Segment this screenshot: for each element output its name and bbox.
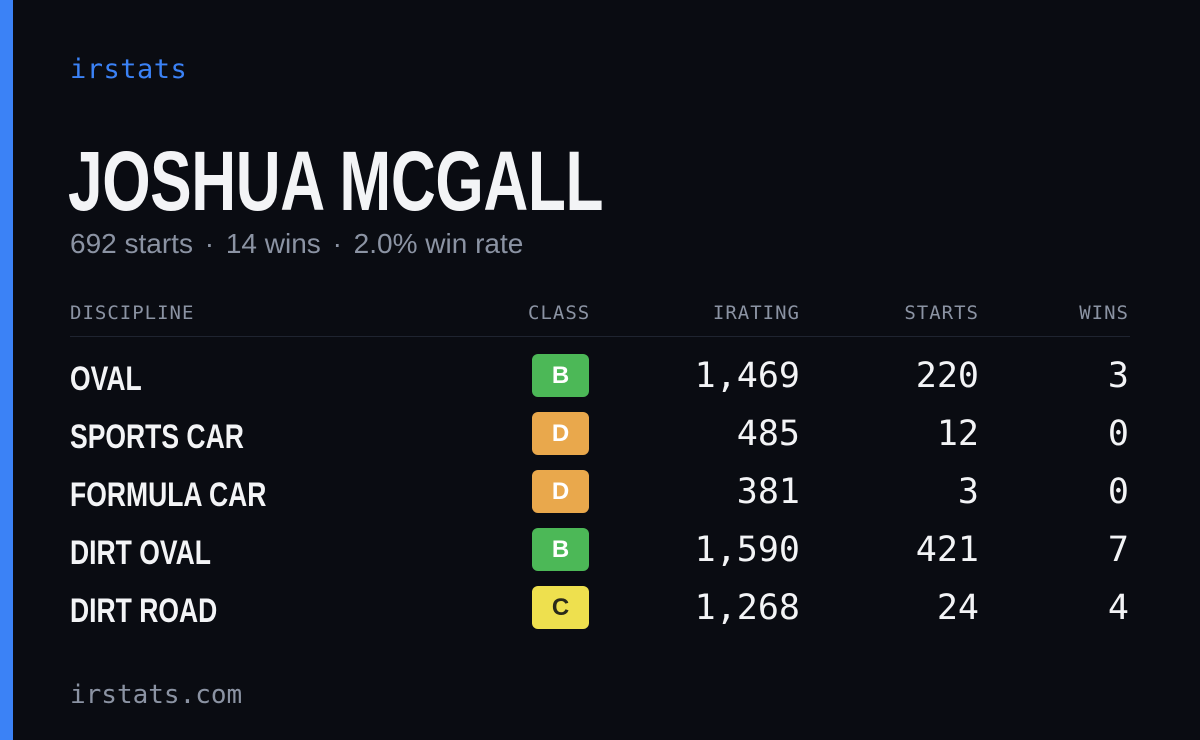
wins-value: 7 bbox=[1107, 530, 1129, 570]
discipline-label: OVAL bbox=[70, 360, 142, 398]
irating-value: 485 bbox=[736, 414, 800, 454]
wins-value: 0 bbox=[1107, 472, 1129, 512]
starts-value: 421 bbox=[915, 530, 979, 570]
table-row: DIRT ROAD C 1,268 24 4 bbox=[0, 586, 1200, 644]
class-badge: D bbox=[532, 470, 589, 513]
class-badge: B bbox=[532, 528, 589, 571]
brand-logo[interactable]: irstats bbox=[70, 54, 188, 85]
wins-value: 0 bbox=[1107, 414, 1129, 454]
driver-summary: 692 starts · 14 wins · 2.0% win rate bbox=[70, 228, 523, 260]
starts-value: 220 bbox=[915, 356, 979, 396]
driver-name: JOSHUA MCGALL bbox=[68, 134, 604, 228]
irating-value: 381 bbox=[736, 472, 800, 512]
separator: · bbox=[204, 228, 215, 259]
header-class: CLASS bbox=[528, 302, 591, 324]
table-row: DIRT OVAL B 1,590 421 7 bbox=[0, 528, 1200, 586]
wins-value: 3 bbox=[1107, 356, 1129, 396]
win-rate-summary: 2.0% win rate bbox=[353, 228, 524, 259]
wins-summary: 14 wins bbox=[225, 228, 321, 259]
accent-bar bbox=[0, 0, 13, 740]
header-wins: WINS bbox=[1079, 302, 1129, 324]
header-discipline: DISCIPLINE bbox=[70, 302, 195, 324]
irating-value: 1,469 bbox=[694, 356, 800, 396]
header-irating: IRATING bbox=[712, 302, 800, 324]
irating-value: 1,590 bbox=[694, 530, 800, 570]
starts-value: 24 bbox=[936, 588, 979, 628]
discipline-label: DIRT OVAL bbox=[70, 534, 211, 572]
table-row: SPORTS CAR D 485 12 0 bbox=[0, 412, 1200, 470]
starts-value: 3 bbox=[957, 472, 979, 512]
class-badge: D bbox=[532, 412, 589, 455]
discipline-label: SPORTS CAR bbox=[70, 418, 244, 456]
table-row: OVAL B 1,469 220 3 bbox=[0, 354, 1200, 412]
class-badge: C bbox=[532, 586, 589, 629]
header-divider bbox=[70, 336, 1130, 337]
starts-summary: 692 starts bbox=[70, 228, 193, 259]
class-badge: B bbox=[532, 354, 589, 397]
wins-value: 4 bbox=[1107, 588, 1129, 628]
footer-url[interactable]: irstats.com bbox=[70, 680, 243, 710]
irating-value: 1,268 bbox=[694, 588, 800, 628]
table-row: FORMULA CAR D 381 3 0 bbox=[0, 470, 1200, 528]
discipline-label: FORMULA CAR bbox=[70, 476, 267, 514]
discipline-label: DIRT ROAD bbox=[70, 592, 218, 630]
header-starts: STARTS bbox=[904, 302, 979, 324]
starts-value: 12 bbox=[936, 414, 979, 454]
separator: · bbox=[332, 228, 342, 259]
